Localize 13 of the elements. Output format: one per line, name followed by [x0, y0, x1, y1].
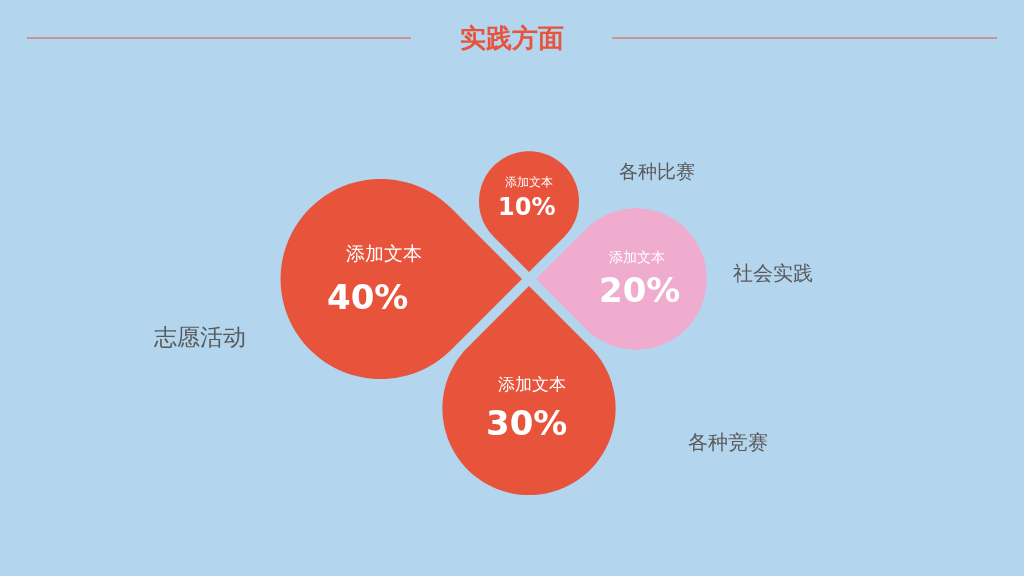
category-label: 各种竞赛: [688, 430, 768, 454]
data-label: 20%: [599, 270, 681, 310]
data-label: 10%: [498, 193, 556, 221]
text: 添加文本: [505, 175, 553, 189]
data-label: 40%: [327, 277, 409, 317]
text: 添加文本: [346, 242, 422, 264]
text: 添加文本: [609, 249, 665, 265]
text: 添加文本: [498, 374, 566, 394]
category-label: 各种比赛: [619, 160, 695, 182]
text: 实践方面: [460, 23, 564, 53]
category-label: 志愿活动: [154, 324, 246, 350]
category-label: 社会实践: [733, 261, 813, 285]
data-label: 30%: [486, 403, 568, 443]
